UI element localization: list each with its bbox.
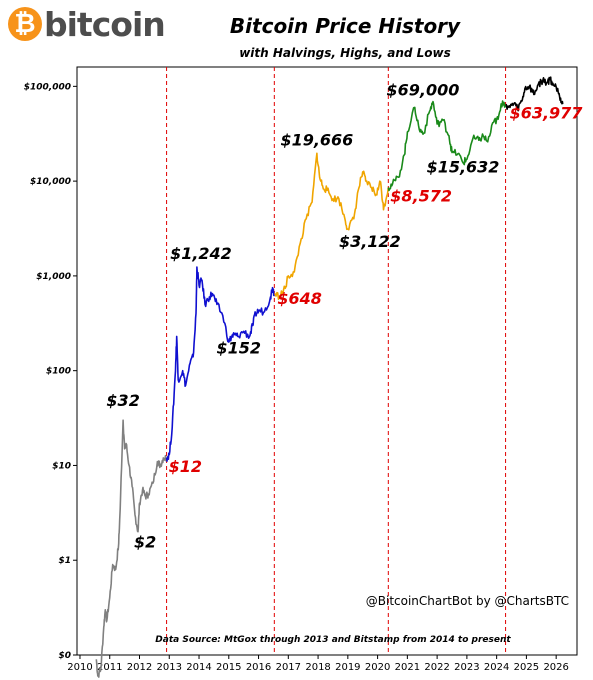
price-annotation: $2 — [134, 533, 156, 552]
x-tick-label: 2021 — [395, 662, 420, 673]
price-series-line — [95, 419, 168, 678]
x-tick-label: 2017 — [276, 662, 301, 673]
y-tick-label: $10,000 — [30, 177, 71, 187]
x-tick-label: 2016 — [246, 662, 271, 673]
bitcoin-coin-icon: ₿ — [8, 7, 42, 41]
x-tick-label: 2023 — [454, 662, 479, 673]
price-annotation: $32 — [106, 391, 139, 410]
price-annotation: $19,666 — [280, 130, 353, 149]
bitcoin-logo-text: bitcoin — [44, 4, 166, 44]
x-tick-label: 2013 — [157, 662, 182, 673]
chart-subtitle: with Halvings, Highs, and Lows — [239, 46, 451, 60]
price-annotation: $152 — [217, 338, 262, 357]
data-source-note: Data Source: MtGox through 2013 and Bits… — [155, 635, 511, 645]
y-tick-label: $1 — [58, 556, 71, 566]
price-annotation: $1,242 — [170, 244, 232, 263]
price-annotation: $3,122 — [339, 232, 401, 251]
price-annotation: $12 — [169, 457, 202, 476]
x-tick-label: 2011 — [97, 662, 122, 673]
x-tick-label: 2022 — [424, 662, 449, 673]
watermark-text: @BitcoinChartBot by @ChartsBTC — [366, 594, 569, 608]
y-tick-label: $100,000 — [24, 82, 71, 92]
x-tick-label: 2012 — [127, 662, 152, 673]
plot-frame — [76, 66, 578, 656]
price-series-line — [274, 152, 390, 301]
x-tick-label: 2024 — [484, 662, 509, 673]
x-tick-label: 2019 — [335, 662, 360, 673]
price-annotation: $69,000 — [387, 81, 460, 100]
x-tick-label: 2025 — [514, 662, 539, 673]
x-tick-label: 2015 — [216, 662, 241, 673]
x-tick-label: 2018 — [305, 662, 330, 673]
y-tick-label: $0 — [58, 651, 71, 661]
y-tick-label: $100 — [46, 367, 71, 377]
x-tick-label: 2026 — [543, 662, 568, 673]
x-tick-label: 2020 — [365, 662, 390, 673]
chart-title: Bitcoin Price History — [229, 14, 461, 38]
bitcoin-logo: ₿ bitcoin — [8, 4, 166, 44]
price-annotation: $8,572 — [390, 186, 452, 205]
price-series-line — [505, 76, 564, 112]
y-tick-label: $10 — [52, 461, 71, 471]
price-annotation: $15,632 — [427, 158, 500, 177]
price-series-line — [165, 266, 276, 462]
price-annotation: $63,977 — [510, 104, 584, 123]
x-tick-label: 2014 — [186, 662, 211, 673]
price-series-line — [387, 100, 507, 192]
x-tick-label: 2010 — [67, 662, 92, 673]
price-annotation: $648 — [277, 289, 322, 308]
y-tick-label: $1,000 — [36, 272, 71, 282]
